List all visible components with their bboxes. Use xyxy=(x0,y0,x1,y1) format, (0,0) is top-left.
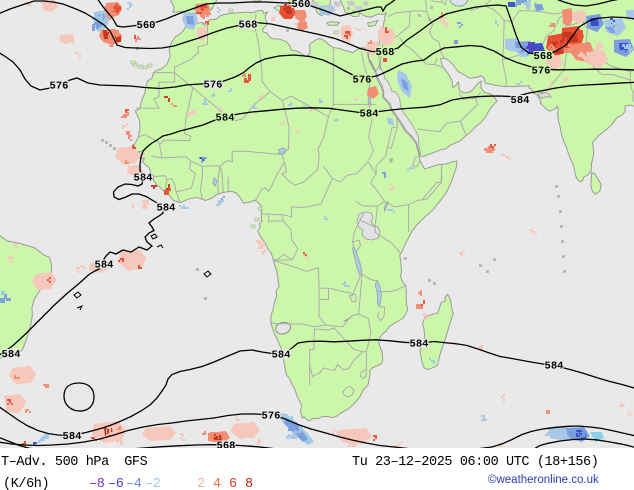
svg-text:576: 576 xyxy=(262,411,281,423)
svg-text:576: 576 xyxy=(532,66,551,78)
svg-text:584: 584 xyxy=(216,113,235,125)
svg-text:584: 584 xyxy=(63,431,82,443)
svg-text:584: 584 xyxy=(134,173,153,185)
svg-text:560: 560 xyxy=(292,0,311,11)
svg-text:584: 584 xyxy=(272,350,291,362)
svg-text:584: 584 xyxy=(157,203,176,215)
svg-text:576: 576 xyxy=(353,75,372,87)
svg-text:584: 584 xyxy=(360,109,379,121)
svg-text:584: 584 xyxy=(545,361,564,373)
svg-text:584: 584 xyxy=(95,260,114,272)
svg-text:568: 568 xyxy=(376,47,395,59)
svg-text:568: 568 xyxy=(217,441,236,449)
svg-text:560: 560 xyxy=(137,20,156,32)
svg-text:576: 576 xyxy=(50,81,69,93)
svg-text:568: 568 xyxy=(239,20,258,32)
svg-text:584: 584 xyxy=(410,339,429,351)
svg-text:576: 576 xyxy=(204,80,223,92)
svg-text:584: 584 xyxy=(511,95,530,107)
svg-text:584: 584 xyxy=(2,349,21,361)
svg-text:568: 568 xyxy=(534,51,553,63)
